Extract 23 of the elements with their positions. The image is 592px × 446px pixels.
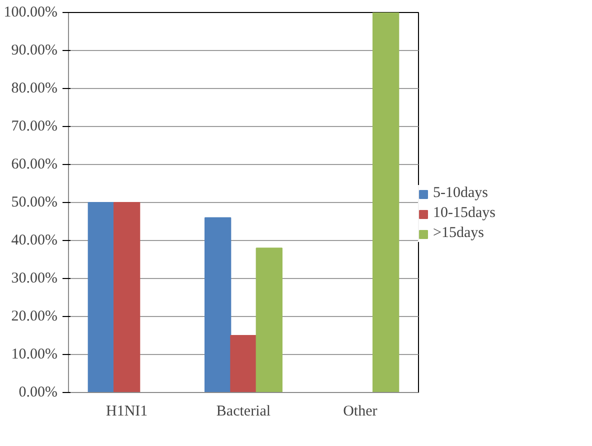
legend-label: 5-10days xyxy=(433,185,488,202)
bar xyxy=(372,12,400,392)
y-tick-label: 0.00% xyxy=(18,384,58,400)
bar xyxy=(114,202,140,392)
legend-label: 10-15days xyxy=(433,205,496,222)
y-tick-label: 100.00% xyxy=(4,4,58,20)
bar xyxy=(88,202,114,392)
x-tick-label: Other xyxy=(343,404,378,420)
y-tick-label: 40.00% xyxy=(11,232,58,248)
y-tick-label: 50.00% xyxy=(11,194,58,210)
bar xyxy=(204,217,232,392)
y-tick-label: 70.00% xyxy=(11,118,58,134)
x-tick-label: H1NI1 xyxy=(106,404,148,420)
y-tick-label: 90.00% xyxy=(11,42,58,58)
bar xyxy=(256,248,282,392)
y-tick-label: 20.00% xyxy=(11,308,58,324)
y-tick-label: 10.00% xyxy=(11,346,58,362)
x-tick-label: Bacterial xyxy=(216,404,271,420)
legend-label: >15days xyxy=(433,225,484,242)
bar xyxy=(230,335,257,392)
y-tick-label: 80.00% xyxy=(11,80,58,96)
y-tick-label: 60.00% xyxy=(11,156,58,172)
y-tick-label: 30.00% xyxy=(11,270,58,286)
